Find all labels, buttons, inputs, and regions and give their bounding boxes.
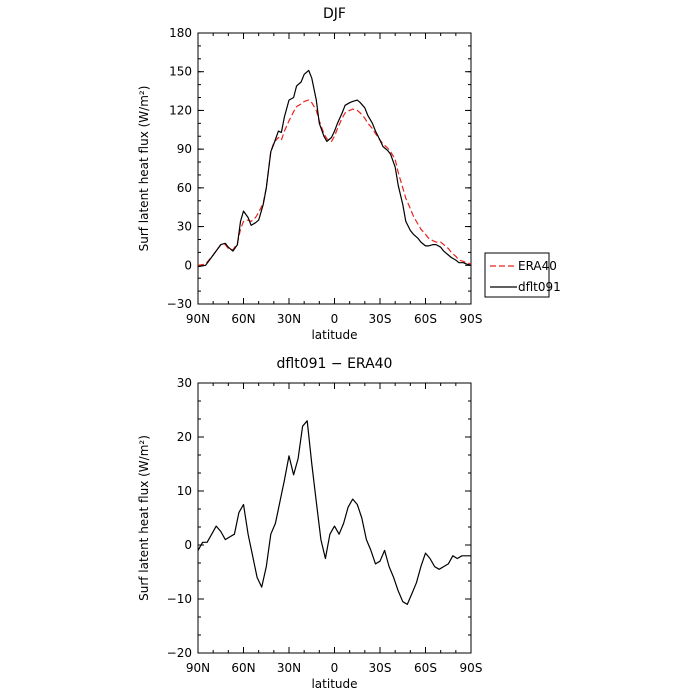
plot-frame (197, 382, 472, 654)
x-tick-label: 0 (331, 312, 339, 326)
y-tick-label: 150 (169, 65, 192, 79)
x-tick-label: 60N (231, 661, 255, 675)
x-tick-label: 30S (369, 661, 392, 675)
y-tick-label: 10 (177, 484, 192, 498)
legend-box (484, 252, 550, 298)
y-tick-label: 60 (177, 181, 192, 195)
bottom-panel: dflt091 − ERA40 −20 −10 0 10 20 30 90N 60N 30N 0 30… (137, 356, 482, 691)
x-tick-label: 90S (460, 661, 483, 675)
y-tick-label: 0 (184, 538, 192, 552)
x-tick-label: 0 (331, 661, 339, 675)
x-axis-title: latitude (311, 677, 357, 691)
y-tick-label: 120 (169, 103, 192, 117)
y-tick-label: −30 (167, 297, 192, 311)
series-line-dflt091 (197, 69, 472, 268)
y-tick-label: 30 (177, 220, 192, 234)
x-tick-label: 60S (414, 312, 437, 326)
y-tick-label: 90 (177, 142, 192, 156)
x-tick-label: 30S (369, 312, 392, 326)
y-tick-label: −20 (167, 646, 192, 660)
x-tick-label: 60S (414, 661, 437, 675)
y-axis-title: Surf latent heat flux (W/m²) (137, 435, 151, 601)
x-tick-label: 90N (186, 661, 210, 675)
x-tick-label: 30N (277, 661, 301, 675)
plot-frame (197, 32, 472, 305)
series-line-era40 (197, 99, 472, 266)
y-tick-label: 20 (177, 430, 192, 444)
top-panel: DJF −30 0 30 60 90 120 150 180 90N 60N 30N 0 30S 60S 90… (137, 6, 561, 342)
series-line-dflt091-era40 (197, 420, 471, 606)
y-tick-label: 180 (169, 26, 192, 40)
x-tick-label: 30N (277, 312, 301, 326)
legend-label: ERA40 (518, 259, 557, 273)
legend-label: dflt091 (518, 280, 561, 294)
y-tick-label: 30 (177, 376, 192, 390)
x-tick-label: 90N (186, 312, 210, 326)
y-tick-label: 0 (184, 258, 192, 272)
x-tick-label: 60N (231, 312, 255, 326)
y-tick-label: −10 (167, 592, 192, 606)
panel-title: dflt091 − ERA40 (277, 356, 393, 372)
panel-title: DJF (323, 6, 346, 22)
x-tick-label: 90S (460, 312, 483, 326)
y-axis-title: Surf latent heat flux (W/m²) (137, 86, 151, 252)
x-axis-title: latitude (311, 328, 357, 342)
